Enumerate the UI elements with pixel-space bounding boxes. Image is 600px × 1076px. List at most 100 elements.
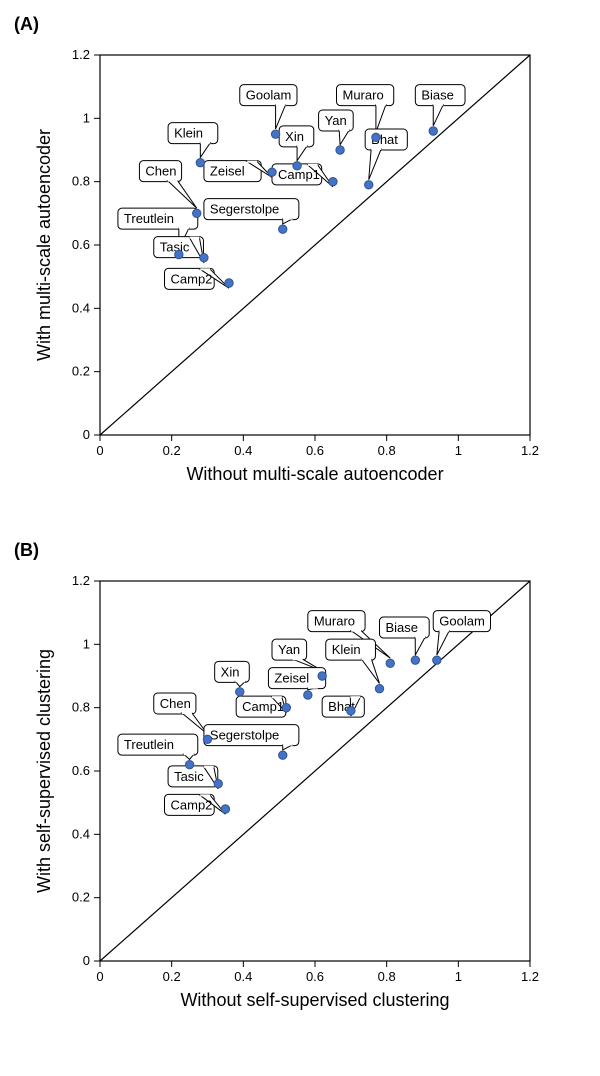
panel-label: (B) [14, 540, 590, 561]
data-point [336, 146, 344, 154]
y-tick-label: 0.2 [72, 890, 90, 905]
y-tick-label: 0.6 [72, 763, 90, 778]
x-tick-label: 0.6 [306, 969, 324, 984]
data-point [318, 672, 326, 680]
x-tick-label: 1.2 [521, 443, 539, 458]
y-axis-label: With multi-scale autoencoder [34, 129, 54, 361]
data-point [236, 688, 244, 696]
data-point [175, 250, 183, 258]
callout-label: Biase [421, 88, 454, 103]
callout-tail [339, 130, 349, 145]
callout-label: Zeisel [274, 671, 309, 686]
data-point [214, 779, 222, 787]
chart-svg: 00.20.40.60.811.200.20.40.60.811.2Withou… [20, 561, 580, 1041]
callout-label: Yan [278, 642, 300, 657]
data-point [282, 703, 290, 711]
callout-label: Goolam [439, 614, 485, 629]
callout-tail [437, 631, 449, 655]
x-axis-label: Without self-supervised clustering [180, 990, 449, 1010]
callout-label: Segerstolpe [210, 202, 279, 217]
callout-label: Chen [160, 696, 191, 711]
data-point [372, 133, 380, 141]
callout-label: Camp2 [171, 797, 213, 812]
callout-label: Tasic [174, 769, 204, 784]
panel-label: (A) [14, 14, 590, 35]
data-point [375, 684, 383, 692]
callout-label: Camp1 [242, 699, 284, 714]
x-tick-label: 1 [455, 969, 462, 984]
data-point [433, 656, 441, 664]
callout-tail [200, 143, 210, 158]
x-tick-label: 1 [455, 443, 462, 458]
y-tick-label: 0.6 [72, 237, 90, 252]
y-tick-label: 1 [83, 110, 90, 125]
data-point [225, 279, 233, 287]
callout-tail [168, 181, 197, 208]
callouts: MuraroBiaseGoolamYanKleinZeiselXinBhatCa… [118, 611, 491, 816]
chart: 0 0.2 0.4 0.6 0.8 1 1.2 0 0.2 0.4 0.6 0.8 1 1.2 Withou… [20, 35, 580, 520]
identity-line [100, 581, 530, 961]
callout-label: Camp2 [171, 271, 213, 286]
callout-label: Chen [145, 164, 176, 179]
callout-label: Treutlein [124, 211, 174, 226]
data-point [196, 158, 204, 166]
y-tick-label: 0.8 [72, 174, 90, 189]
data-point [293, 162, 301, 170]
data-point [200, 253, 208, 261]
y-tick-label: 1 [83, 636, 90, 651]
y-axis-label: With self-supervised clustering [34, 649, 54, 893]
callout-label: Muraro [343, 88, 384, 103]
data-point [304, 691, 312, 699]
x-tick-label: 0 [96, 969, 103, 984]
x-tick-label: 0.2 [163, 969, 181, 984]
data-point [365, 181, 373, 189]
x-tick-label: 0.4 [234, 969, 252, 984]
callout-label: Yan [325, 113, 347, 128]
data-point [221, 805, 229, 813]
callout-tail [361, 659, 379, 683]
x-tick-label: 0 [96, 443, 103, 458]
data-point [386, 659, 394, 667]
callout-label: Biase [386, 620, 419, 635]
callout-label: Segerstolpe [210, 728, 279, 743]
callout-label: Goolam [246, 88, 292, 103]
callout-label: Zeisel [210, 164, 245, 179]
y-tick-label: 0 [83, 427, 90, 442]
data-point [429, 127, 437, 135]
data-point [347, 707, 355, 715]
callouts: GoolamMuraroBiaseYanKleinXinBhatZeiselCa… [118, 85, 465, 290]
data-point [185, 760, 193, 768]
data-point [271, 130, 279, 138]
data-point [279, 751, 287, 759]
callout-tail [415, 637, 425, 655]
callout-tail [276, 105, 286, 129]
x-tick-label: 0.4 [234, 443, 252, 458]
callout-label: Muraro [314, 614, 355, 629]
data-point [193, 209, 201, 217]
y-tick-label: 0.4 [72, 300, 90, 315]
chart: 00.20.40.60.811.200.20.40.60.811.2Withou… [20, 561, 580, 1046]
callout-tail [297, 146, 307, 161]
data-point [268, 168, 276, 176]
callout-tail [433, 105, 443, 126]
x-tick-label: 0.8 [378, 443, 396, 458]
x-tick-label: 0.6 [306, 443, 324, 458]
callout-label: Klein [332, 642, 361, 657]
callout-label: Xin [285, 129, 304, 144]
x-tick-label: 0.8 [378, 969, 396, 984]
x-tick-label: 1.2 [521, 969, 539, 984]
data-point [203, 735, 211, 743]
callout-label: Xin [221, 664, 240, 679]
x-axis-label: Without multi-scale autoencoder [186, 464, 443, 484]
y-tick-label: 0.2 [72, 364, 90, 379]
y-tick-label: 1.2 [72, 573, 90, 588]
data-point [411, 656, 419, 664]
y-tick-label: 1.2 [72, 47, 90, 62]
x-tick-label: 0.2 [163, 443, 181, 458]
callout-tail [376, 105, 386, 132]
callout-tail [369, 149, 381, 180]
callout-label: Treutlein [124, 737, 174, 752]
chart-svg: 0 0.2 0.4 0.6 0.8 1 1.2 0 0.2 0.4 0.6 0.8 1 1.2 Withou… [20, 35, 580, 515]
y-tick-label: 0 [83, 953, 90, 968]
y-tick-label: 0.8 [72, 700, 90, 715]
